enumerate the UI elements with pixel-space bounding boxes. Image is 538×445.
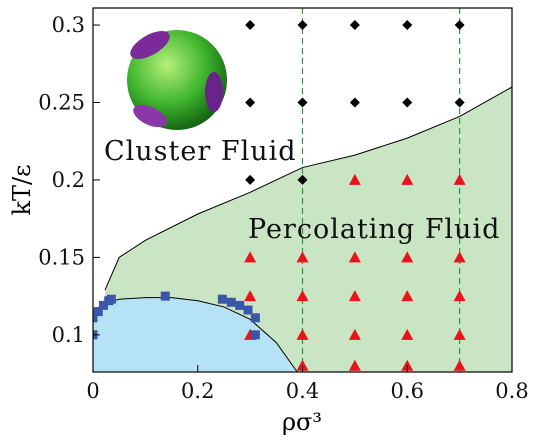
- diamond-point: [245, 174, 256, 185]
- triangle-point: [348, 359, 361, 371]
- triangle-point: [296, 328, 309, 340]
- diamond-point: [402, 20, 413, 31]
- x-tick-label: 0.8: [495, 379, 528, 403]
- y-tick-label: 0.3: [52, 13, 85, 37]
- diamond-point: [297, 20, 308, 31]
- triangle-point: [453, 359, 466, 371]
- triangle-point: [348, 328, 361, 340]
- square-point: [106, 294, 116, 304]
- y-axis-label: kT/ε: [8, 164, 36, 215]
- square-point: [243, 305, 253, 315]
- x-tick-label: 0.4: [286, 379, 319, 403]
- region-boundary: [104, 86, 512, 291]
- square-point: [98, 300, 108, 310]
- triangle-point: [244, 251, 257, 263]
- triangle-point: [296, 290, 309, 302]
- diamond-point: [297, 97, 308, 108]
- triangle-point: [401, 251, 414, 263]
- diamond-point: [454, 97, 465, 108]
- triangle-point: [453, 328, 466, 340]
- square-point: [160, 291, 170, 301]
- triangle-point: [244, 290, 257, 302]
- x-tick-label: 0: [86, 379, 99, 403]
- triangle-point: [401, 173, 414, 185]
- square-point: [235, 300, 245, 310]
- diamond-point: [402, 97, 413, 108]
- triangle-point: [348, 173, 361, 185]
- diamond-point: [245, 97, 256, 108]
- triangle-point: [453, 251, 466, 263]
- y-tick-label: 0.1: [52, 323, 85, 347]
- triangle-point: [453, 173, 466, 185]
- square-point: [250, 313, 260, 323]
- triangle-point: [296, 251, 309, 263]
- square-point: [250, 330, 260, 340]
- x-axis-label: ρσ³: [282, 408, 322, 436]
- diamond-point: [245, 20, 256, 31]
- x-tick-label: 0.2: [181, 379, 214, 403]
- square-point: [226, 297, 236, 307]
- y-tick-label: 0.25: [38, 90, 85, 114]
- triangle-point: [453, 290, 466, 302]
- diamond-point: [349, 20, 360, 31]
- plot-area: [93, 8, 512, 372]
- y-tick-label: 0.15: [38, 245, 85, 269]
- square-point: [217, 294, 227, 304]
- square-point: [93, 307, 103, 317]
- x-tick-label: 0.6: [391, 379, 424, 403]
- y-tick-label: 0.2: [52, 168, 85, 192]
- plot-frame: [92, 7, 513, 373]
- diamond-point: [454, 20, 465, 31]
- inset-sphere: [127, 30, 227, 130]
- square-point: [93, 313, 98, 323]
- annotation: Percolating Fluid: [248, 214, 500, 245]
- region-fill: [93, 297, 298, 372]
- triangle-point: [348, 251, 361, 263]
- triangle-point: [401, 290, 414, 302]
- triangle-point: [401, 328, 414, 340]
- diamond-point: [349, 97, 360, 108]
- diamond-point: [297, 174, 308, 185]
- triangle-point: [348, 290, 361, 302]
- annotation: Cluster Fluid: [104, 136, 297, 167]
